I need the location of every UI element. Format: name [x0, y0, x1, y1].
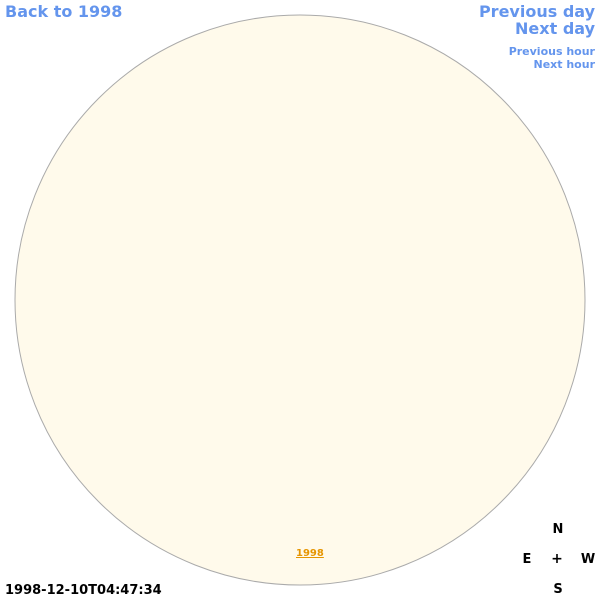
solar-disk — [14, 14, 586, 586]
compass-south: S — [553, 582, 563, 597]
year-link[interactable]: 1998 — [296, 548, 324, 559]
compass-west: W — [580, 552, 596, 567]
back-to-year-link[interactable]: Back to 1998 — [5, 2, 123, 21]
compass-center-icon: + — [551, 551, 563, 567]
compass-north: N — [552, 522, 564, 537]
observation-timestamp: 1998-12-10T04:47:34 — [5, 583, 162, 598]
next-hour-link[interactable]: Next hour — [533, 58, 596, 71]
compass-east: E — [522, 552, 532, 567]
previous-day-link[interactable]: Previous day — [478, 2, 595, 21]
previous-hour-link[interactable]: Previous hour — [508, 45, 595, 58]
next-day-link[interactable]: Next day — [515, 19, 595, 38]
